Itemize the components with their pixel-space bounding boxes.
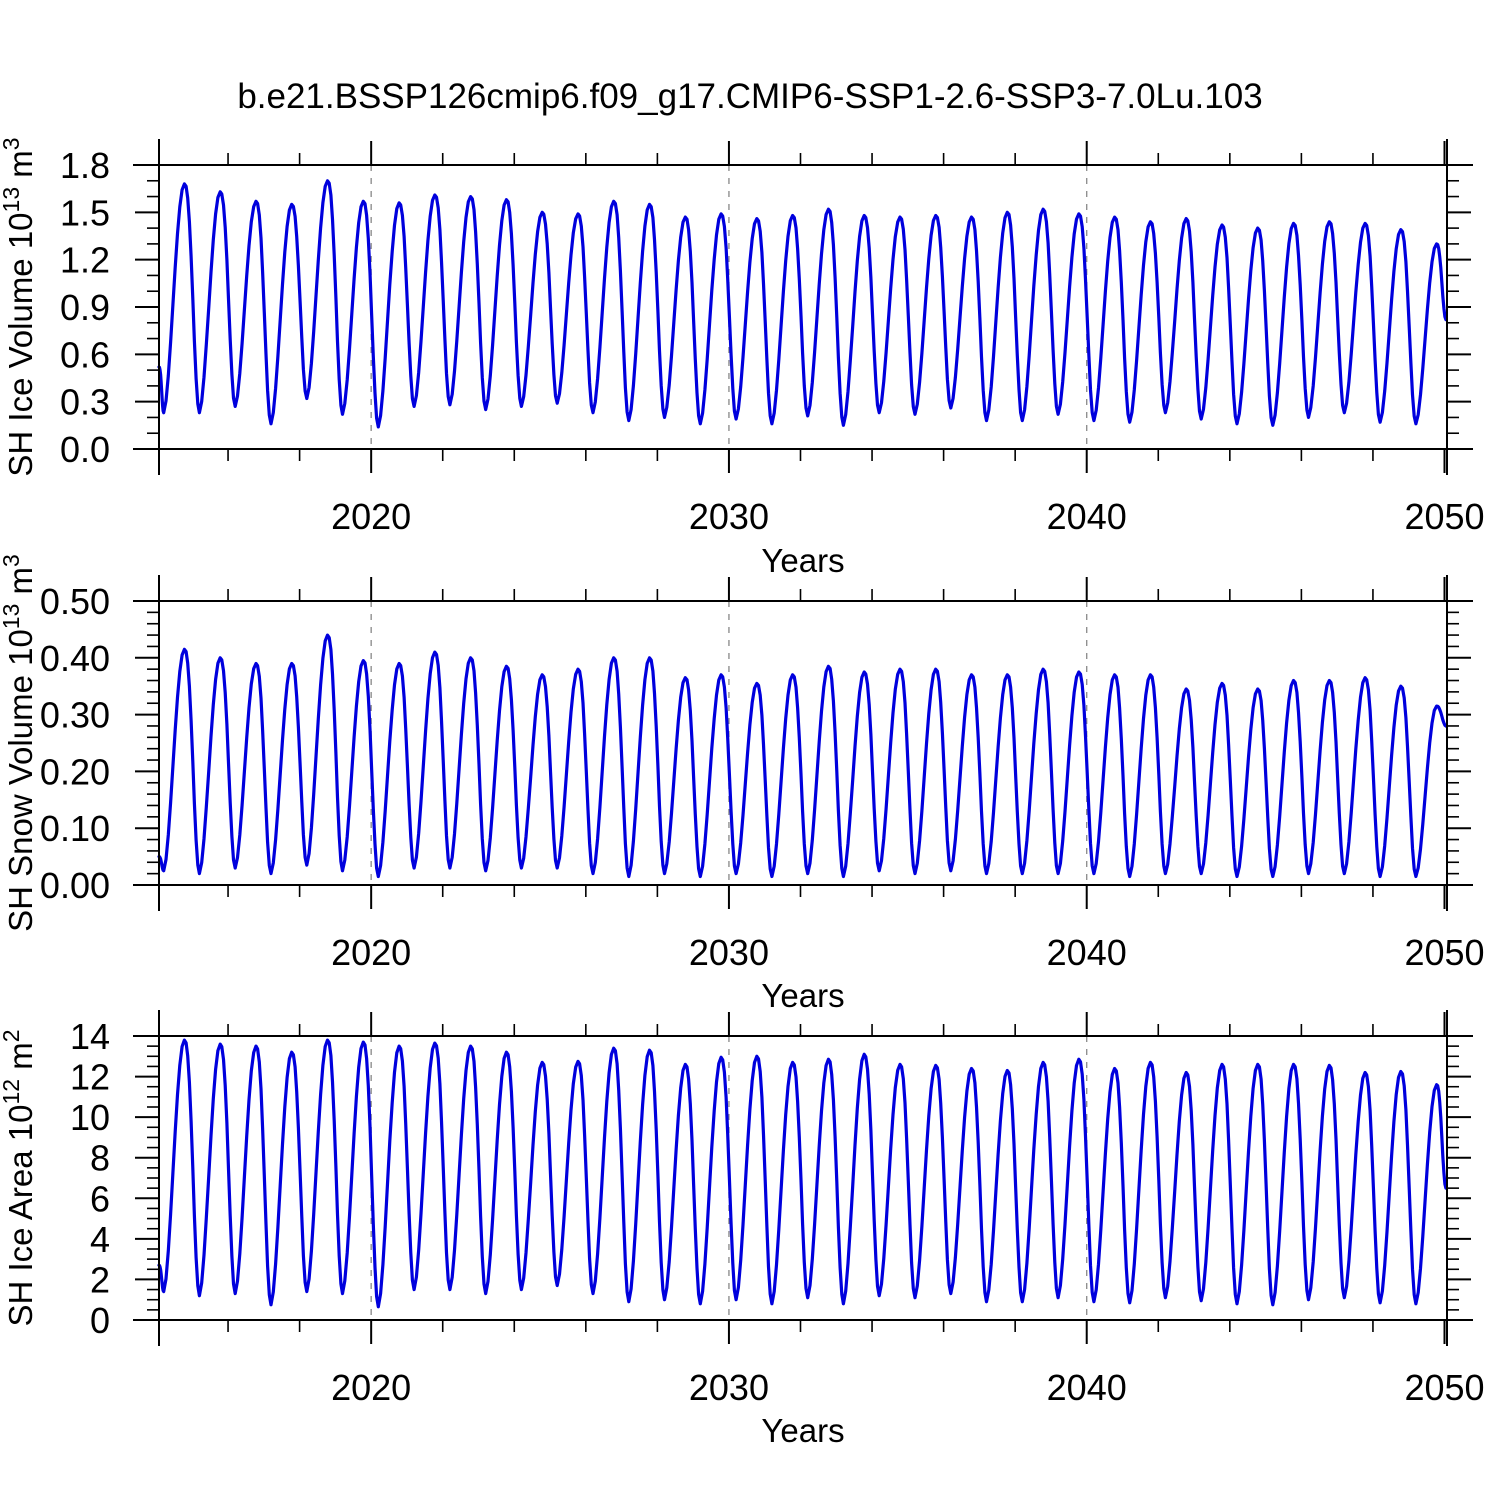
xtick-label: 2030 bbox=[689, 496, 769, 537]
ytick-label: 14 bbox=[70, 1016, 110, 1057]
ytick-label: 0 bbox=[90, 1300, 110, 1341]
ytick-label: 1.8 bbox=[60, 145, 110, 186]
xtick-label: 2020 bbox=[331, 496, 411, 537]
ytick-label: 0.10 bbox=[40, 808, 110, 849]
yaxis-title: SH Ice Volume 1013 m3 bbox=[0, 137, 39, 476]
xtick-label: 2050 bbox=[1404, 932, 1484, 973]
ytick-label: 1.5 bbox=[60, 192, 110, 233]
chart-title: b.e21.BSSP126cmip6.f09_g17.CMIP6-SSP1-2.… bbox=[237, 77, 1262, 116]
ytick-label: 0.9 bbox=[60, 287, 110, 328]
yaxis-title: SH Ice Area 1012 m2 bbox=[0, 1029, 39, 1326]
ytick-label: 12 bbox=[70, 1057, 110, 1098]
xaxis-title-panel-1: Years bbox=[761, 542, 844, 579]
xtick-label: 2050 bbox=[1404, 496, 1484, 537]
ytick-label: 8 bbox=[90, 1138, 110, 1179]
ytick-label: 6 bbox=[90, 1178, 110, 1219]
xtick-label: 2040 bbox=[1047, 1367, 1127, 1408]
ytick-label: 4 bbox=[90, 1219, 110, 1260]
ytick-label: 0.6 bbox=[60, 334, 110, 375]
ytick-label: 2 bbox=[90, 1259, 110, 1300]
panel-sh-snow-volume: 2020 2030 2040 2050 0.00 0.10 0.20 0.30 0.40 0.50… bbox=[0, 554, 1485, 973]
xtick-label: 2020 bbox=[331, 932, 411, 973]
ytick-label: 0.50 bbox=[40, 581, 110, 622]
sh-ice-volume-curve bbox=[157, 179, 1448, 429]
panels-group: 2020 2030 2040 2050 0.0 0.3 0.6 0.9 1.2 1.5 1.8 SH … bbox=[0, 137, 1485, 1408]
xtick-label: 2040 bbox=[1047, 932, 1127, 973]
sh-ice-area-curve bbox=[157, 1038, 1448, 1309]
xtick-label: 2030 bbox=[689, 1367, 769, 1408]
yaxis-title: SH Snow Volume 1013 m3 bbox=[0, 554, 39, 932]
ytick-label: 0.00 bbox=[40, 865, 110, 906]
ytick-label: 0.20 bbox=[40, 751, 110, 792]
xaxis-title-panel-2: Years bbox=[761, 977, 844, 1014]
sh-snow-volume-curve bbox=[157, 633, 1448, 879]
xaxis-title-panel-3: Years bbox=[761, 1412, 844, 1449]
panel-sh-ice-volume: 2020 2030 2040 2050 0.0 0.3 0.6 0.9 1.2 1.5 1.8 SH … bbox=[0, 137, 1485, 537]
ytick-label: 0.0 bbox=[60, 429, 110, 470]
ytick-label: 1.2 bbox=[60, 240, 110, 281]
xtick-label: 2050 bbox=[1404, 1367, 1484, 1408]
ytick-label: 10 bbox=[70, 1097, 110, 1138]
ytick-label: 0.40 bbox=[40, 638, 110, 679]
ytick-label: 0.3 bbox=[60, 382, 110, 423]
xtick-label: 2030 bbox=[689, 932, 769, 973]
xtick-label: 2020 bbox=[331, 1367, 411, 1408]
ytick-label: 0.30 bbox=[40, 695, 110, 736]
xtick-label: 2040 bbox=[1047, 496, 1127, 537]
